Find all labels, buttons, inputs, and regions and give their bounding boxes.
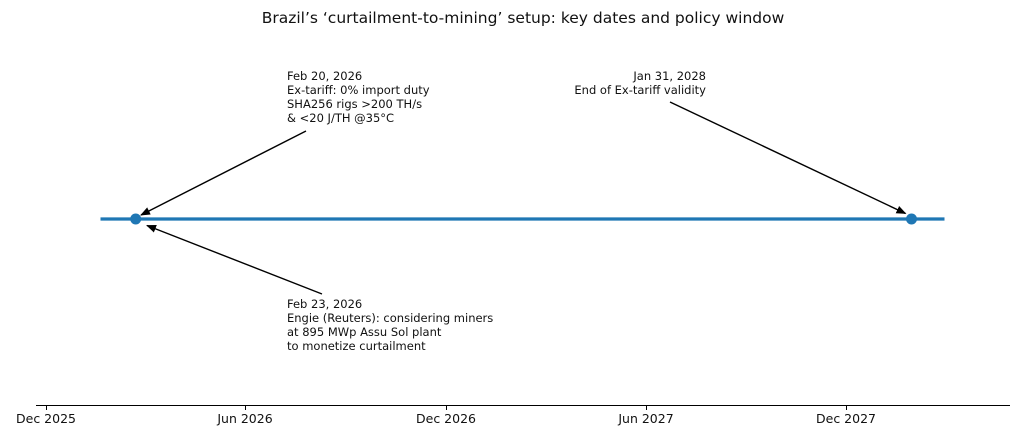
annotation-line: Jan 31, 2028	[633, 69, 706, 83]
x-axis-tick-label: Jun 2026	[217, 411, 273, 426]
arrow-ex-tariff-start	[140, 130, 307, 216]
annotation-line: Feb 23, 2026	[287, 297, 363, 311]
arrow-ex-tariff-end	[669, 101, 907, 215]
annotation-ex-tariff-start: Feb 20, 2026 Ex-tariff: 0% import duty S…	[287, 69, 430, 125]
annotation-line: Feb 20, 2026	[287, 69, 363, 83]
x-axis-tick-label: Dec 2025	[16, 411, 76, 426]
event-marker-jan-2028	[906, 213, 917, 225]
x-axis-tick-label: Dec 2026	[416, 411, 476, 426]
event-marker-feb-2026	[130, 213, 142, 225]
x-axis-tick-label: Jun 2027	[618, 411, 674, 426]
annotation-ex-tariff-end: Jan 31, 2028 End of Ex-tariff validity	[574, 69, 706, 97]
annotation-line: Ex-tariff: 0% import duty	[287, 83, 430, 97]
annotation-line: End of Ex-tariff validity	[574, 83, 706, 97]
chart-title: Brazil’s ‘curtailment-to-mining’ setup: …	[261, 9, 785, 27]
annotation-line: SHA256 rigs >200 TH/s	[287, 97, 423, 111]
annotation-line: Engie (Reuters): considering miners	[287, 311, 494, 325]
x-axis-tick-label: Dec 2027	[816, 411, 876, 426]
annotation-line: at 895 MWp Assu Sol plant	[287, 325, 442, 339]
annotation-line: & <20 J/TH @35°C	[287, 111, 395, 125]
annotation-line: to monetize curtailment	[287, 339, 426, 353]
annotation-engie-curtailment: Feb 23, 2026 Engie (Reuters): considerin…	[287, 297, 493, 353]
arrow-engie-curtailment	[146, 224, 323, 295]
